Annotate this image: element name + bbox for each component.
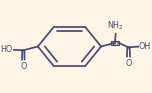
Text: Abs: Abs [110,41,120,46]
Text: OH: OH [139,42,151,51]
Text: NH$_2$: NH$_2$ [107,20,124,32]
Text: HO: HO [1,45,13,54]
Text: O: O [20,62,26,71]
FancyBboxPatch shape [111,41,119,45]
Text: O: O [125,59,132,68]
